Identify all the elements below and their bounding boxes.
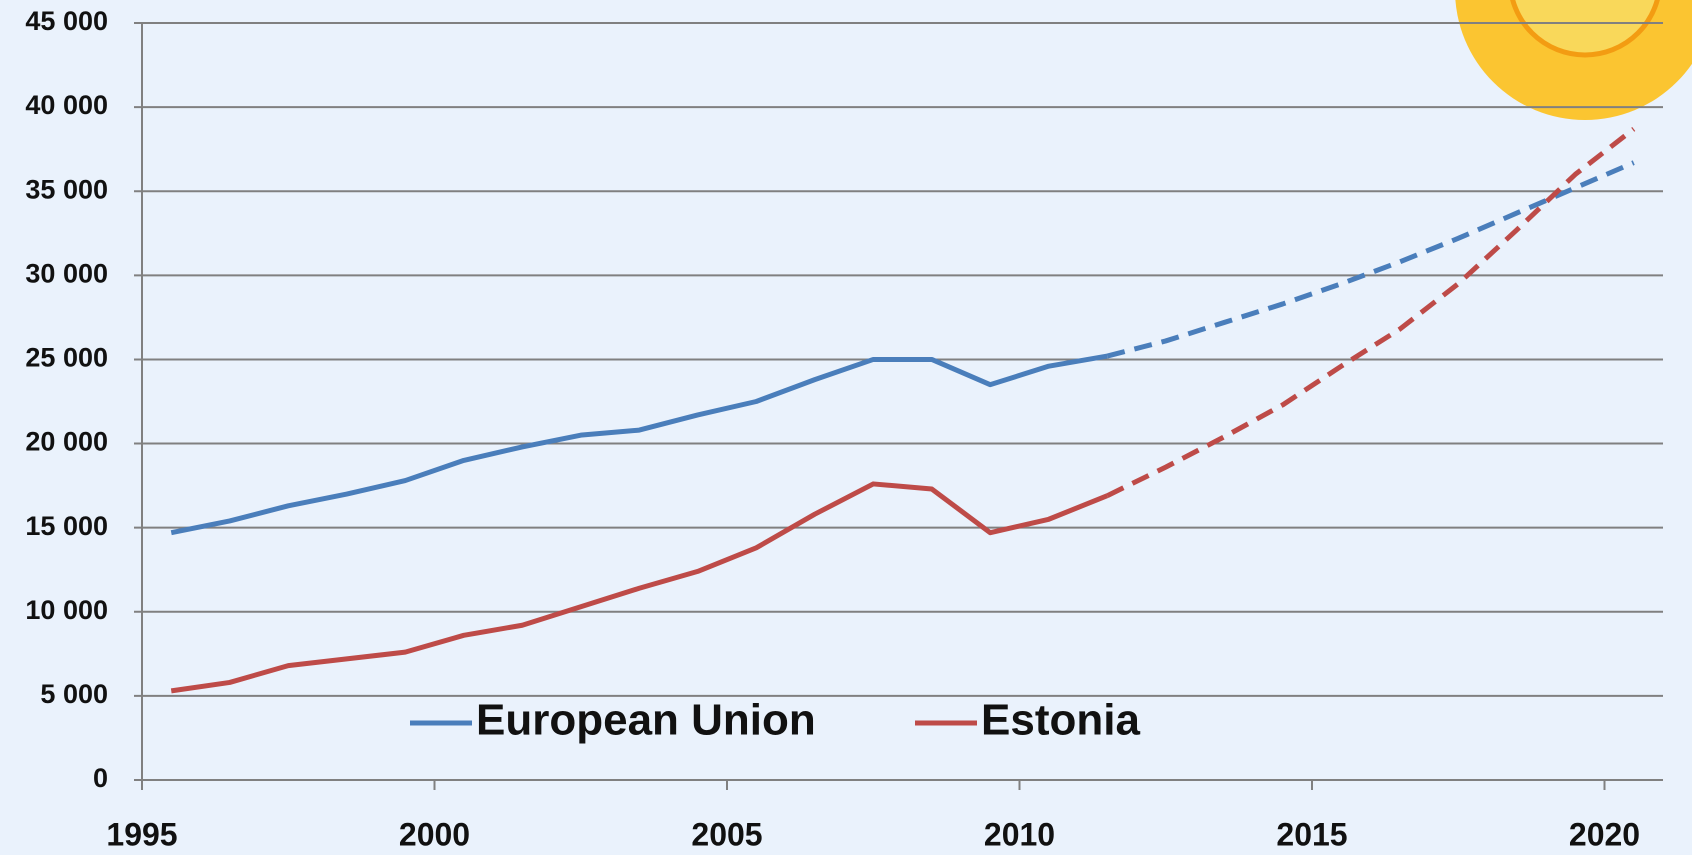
background	[0, 0, 1692, 855]
y-tick-label: 35 000	[25, 174, 108, 204]
y-tick-label: 20 000	[25, 427, 108, 457]
x-tick-label: 2020	[1569, 816, 1640, 852]
x-tick-label: 2015	[1276, 816, 1347, 852]
y-tick-label: 25 000	[25, 343, 108, 373]
legend-label: Estonia	[981, 696, 1140, 745]
x-tick-label: 2005	[691, 816, 762, 852]
y-tick-label: 5 000	[40, 679, 108, 709]
x-tick-label: 2000	[399, 816, 470, 852]
y-tick-label: 30 000	[25, 258, 108, 288]
x-tick-label: 2010	[984, 816, 1055, 852]
x-tick-label: 1995	[106, 816, 177, 852]
y-tick-label: 40 000	[25, 90, 108, 120]
y-tick-label: 10 000	[25, 595, 108, 625]
chart: 0 5 000 10 000 15 000 20 000 25 000 30 000 35 0…	[0, 0, 1692, 855]
legend-label: European Union	[476, 696, 816, 745]
y-tick-label: 45 000	[25, 6, 108, 36]
y-tick-label: 15 000	[25, 511, 108, 541]
y-tick-label: 0	[93, 763, 108, 793]
